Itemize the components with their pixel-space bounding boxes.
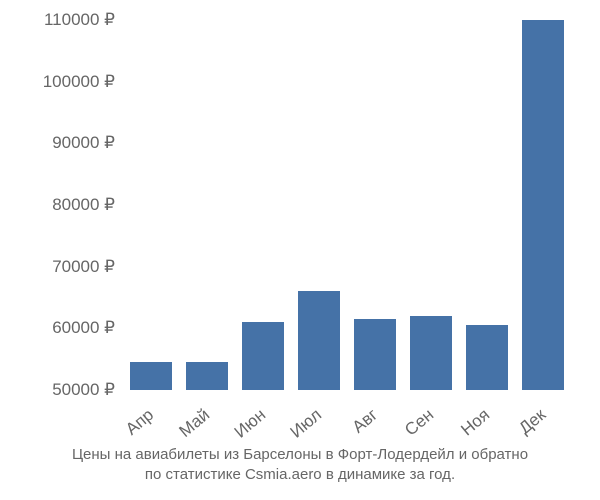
y-tick-label: 110000 ₽ <box>44 10 115 30</box>
bar <box>130 362 172 390</box>
x-tick-label: Июл <box>287 405 326 443</box>
y-tick-label: 60000 ₽ <box>52 318 115 338</box>
y-tick-label: 90000 ₽ <box>52 133 115 153</box>
caption-line-1: Цены на авиабилеты из Барселоны в Форт-Л… <box>72 446 528 463</box>
x-tick-label: Апр <box>122 405 158 440</box>
price-chart: 110000 ₽ 100000 ₽ 90000 ₽ 80000 ₽ 70000 … <box>0 0 600 500</box>
bar <box>242 322 284 390</box>
x-tick-label: Авг <box>349 405 382 437</box>
bar <box>354 319 396 390</box>
x-tick-label: Дек <box>515 405 550 439</box>
x-tick-label: Ноя <box>457 405 494 440</box>
bar <box>522 20 564 390</box>
bar <box>410 316 452 390</box>
bar <box>466 325 508 390</box>
caption-line-2: по статистике Csmia.aero в динамике за г… <box>145 466 455 483</box>
y-tick-label: 70000 ₽ <box>52 257 115 277</box>
y-axis: 110000 ₽ 100000 ₽ 90000 ₽ 80000 ₽ 70000 … <box>0 20 115 390</box>
y-tick-label: 80000 ₽ <box>52 195 115 215</box>
x-axis: Апр Май Июн Июл Авг Сен Ноя Дек <box>120 395 570 445</box>
bar <box>298 291 340 390</box>
x-tick-label: Июн <box>231 405 270 442</box>
y-tick-label: 50000 ₽ <box>52 380 115 400</box>
plot-area <box>120 20 570 390</box>
y-tick-label: 100000 ₽ <box>43 72 115 92</box>
x-tick-label: Май <box>175 405 213 442</box>
bars-container <box>120 20 570 390</box>
chart-caption: Цены на авиабилеты из Барселоны в Форт-Л… <box>0 445 600 486</box>
bar <box>186 362 228 390</box>
x-tick-label: Сен <box>401 405 438 440</box>
